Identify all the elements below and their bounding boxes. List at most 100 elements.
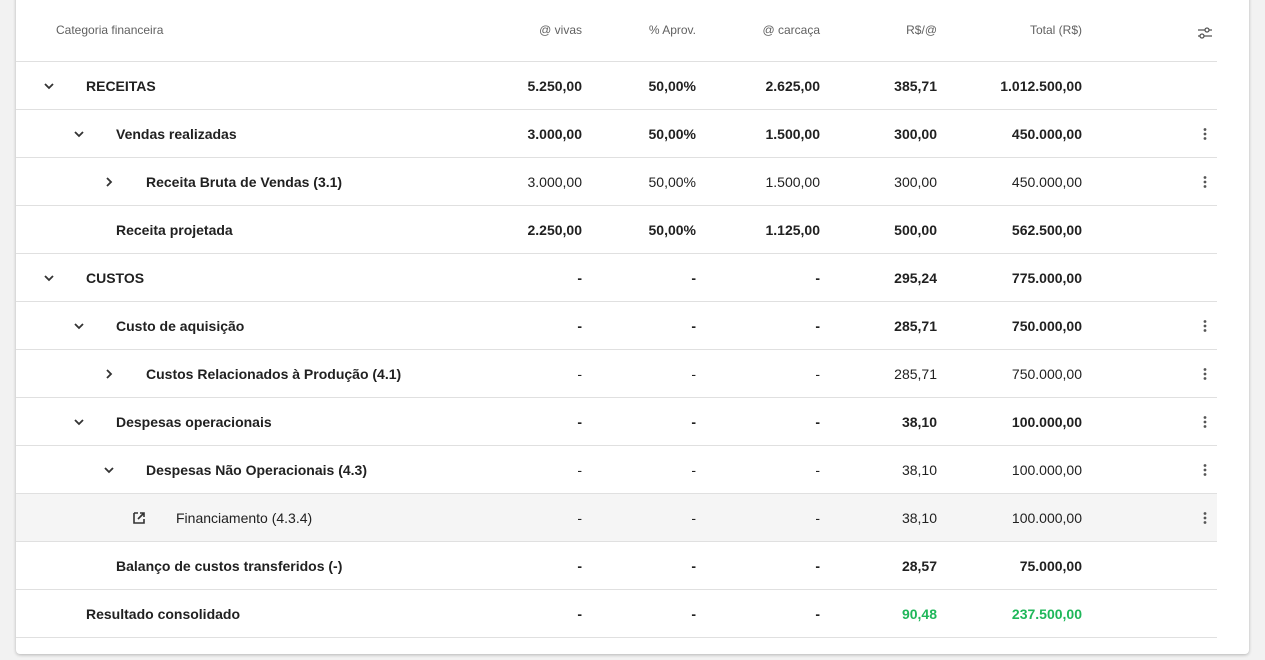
value-cell: - [691, 366, 696, 382]
column-header: % Aprov. [648, 23, 696, 37]
value-cell: - [691, 606, 696, 622]
value-cell: 1.500,00 [765, 174, 821, 190]
category-label: Custos Relacionados à Produção (4.1) [146, 366, 402, 382]
column-header: @ carcaça [762, 23, 820, 37]
value-cell: - [577, 510, 582, 526]
expand-toggle[interactable] [101, 366, 117, 382]
value-cell: - [577, 270, 582, 286]
table-row: RECEITAS 5.250,00 50,00% 2.625,00 385,71 1.01… [16, 62, 1217, 110]
value-cell: - [577, 558, 582, 574]
table-row: Custos Relacionados à Produção (4.1) - - - 2… [16, 350, 1217, 398]
row-menu-button[interactable] [1197, 510, 1213, 526]
value-cell: - [815, 558, 820, 574]
header-row: Categoria financeira @ vivas % Aprov. @ car… [16, 0, 1217, 62]
value-cell: 38,10 [901, 462, 937, 478]
expand-toggle[interactable] [101, 174, 117, 190]
value-cell: - [691, 510, 696, 526]
expand-toggle[interactable] [41, 270, 57, 286]
value-cell: - [577, 414, 582, 430]
value-cell: - [577, 606, 582, 622]
table-row: Custo de aquisição - - - 285,71 750.000,00 [16, 302, 1217, 350]
value-cell: 75.000,00 [1019, 558, 1082, 574]
value-cell: 750.000,00 [1011, 318, 1082, 334]
value-cell: 1.500,00 [765, 126, 821, 142]
value-cell: 50,00% [648, 222, 696, 238]
table-row: Receita Bruta de Vendas (3.1) 3.000,00 50,… [16, 158, 1217, 206]
category-label: Vendas realizadas [116, 126, 237, 142]
table-row: Financiamento (4.3.4) - - - 38,10 100.000,00 [16, 494, 1217, 542]
value-cell: - [691, 414, 696, 430]
value-cell: 38,10 [901, 510, 937, 526]
value-cell: 2.250,00 [527, 222, 583, 238]
table-row: Vendas realizadas 3.000,00 50,00% 1.500,00 3… [16, 110, 1217, 158]
value-cell: 1.125,00 [765, 222, 821, 238]
expand-toggle[interactable] [41, 78, 57, 94]
value-cell: 50,00% [648, 78, 696, 94]
category-label: Custo de aquisição [116, 318, 245, 334]
table-row: Receita projetada 2.250,00 50,00% 1.125,00 5… [16, 206, 1217, 254]
category-label: Receita projetada [116, 222, 233, 238]
category-label: Resultado consolidado [86, 606, 241, 622]
table-row: Despesas Não Operacionais (4.3) - - - 38,10 1… [16, 446, 1217, 494]
category-label: Balanço de custos transferidos (-) [116, 558, 343, 574]
value-cell: 1.012.500,00 [1000, 78, 1082, 94]
value-cell: - [577, 462, 582, 478]
value-cell: 90,48 [901, 606, 937, 622]
column-header: Total (R$) [1029, 23, 1082, 37]
value-cell: 50,00% [648, 126, 696, 142]
column-header: @ vivas [539, 23, 582, 37]
value-cell: - [691, 270, 696, 286]
value-cell: - [691, 462, 696, 478]
value-cell: 750.000,00 [1011, 366, 1082, 382]
expand-toggle[interactable] [71, 318, 87, 334]
value-cell: 300,00 [894, 174, 937, 190]
value-cell: 300,00 [894, 126, 937, 142]
value-cell: 295,24 [894, 270, 937, 286]
value-cell: 285,71 [894, 318, 937, 334]
value-cell: 2.625,00 [765, 78, 821, 94]
row-menu-button[interactable] [1197, 366, 1213, 382]
row-menu-button[interactable] [1197, 174, 1213, 190]
value-cell: - [815, 606, 820, 622]
value-cell: 385,71 [894, 78, 937, 94]
row-menu-button[interactable] [1197, 414, 1213, 430]
category-label: Despesas operacionais [116, 414, 272, 430]
value-cell: 285,71 [894, 366, 937, 382]
value-cell: 775.000,00 [1011, 270, 1082, 286]
value-cell: - [577, 366, 582, 382]
value-cell: - [815, 270, 820, 286]
value-cell: - [815, 366, 820, 382]
value-cell: - [691, 558, 696, 574]
table-row: Balanço de custos transferidos (-) - - - 28,… [16, 542, 1217, 590]
expand-toggle[interactable] [101, 462, 117, 478]
value-cell: 3.000,00 [527, 126, 583, 142]
value-cell: 38,10 [901, 414, 937, 430]
category-label: RECEITAS [86, 78, 156, 94]
value-cell: 100.000,00 [1011, 462, 1082, 478]
value-cell: - [815, 414, 820, 430]
value-cell: 450.000,00 [1011, 174, 1082, 190]
value-cell: 450.000,00 [1011, 126, 1082, 142]
table-row: Despesas operacionais - - - 38,10 100.000,00 [16, 398, 1217, 446]
value-cell: 50,00% [648, 174, 696, 190]
value-cell: 562.500,00 [1011, 222, 1082, 238]
value-cell: 237.500,00 [1011, 606, 1082, 622]
expand-toggle[interactable] [71, 414, 87, 430]
value-cell: - [577, 318, 582, 334]
value-cell: 500,00 [894, 222, 937, 238]
column-header: Categoria financeira [56, 23, 164, 37]
value-cell: - [815, 510, 820, 526]
row-menu-button[interactable] [1197, 462, 1213, 478]
row-menu-button[interactable] [1197, 126, 1213, 142]
row-menu-button[interactable] [1197, 318, 1213, 334]
filter-button[interactable] [1197, 25, 1213, 41]
column-header: R$/@ [906, 23, 937, 37]
value-cell: - [815, 462, 820, 478]
value-cell: 100.000,00 [1011, 510, 1082, 526]
open-link-icon[interactable] [131, 510, 147, 526]
category-label: CUSTOS [86, 270, 145, 286]
expand-toggle[interactable] [71, 126, 87, 142]
table-row: CUSTOS - - - 295,24 775.000,00 [16, 254, 1217, 302]
value-cell: - [815, 318, 820, 334]
value-cell: 28,57 [901, 558, 937, 574]
